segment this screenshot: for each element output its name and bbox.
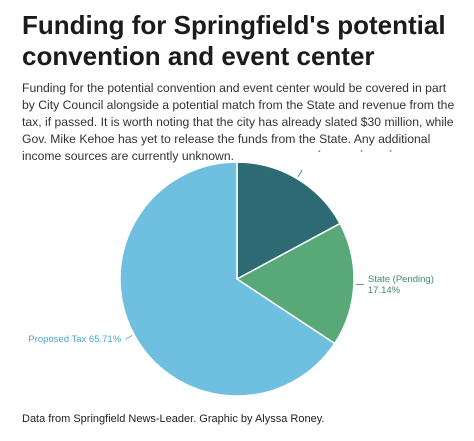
pie-chart: City Council (Slated) 17.14% State (Pendi… [28, 150, 434, 397]
pie-slice-proposed-tax [119, 161, 336, 397]
pie-slice-city-council-slated [236, 161, 342, 281]
slice-label: State (Pending) [368, 274, 434, 285]
pie-slice-state-pending [235, 222, 355, 345]
leader-line [297, 169, 303, 178]
slice-label: City Council (Slated) 17.14% [306, 150, 428, 153]
leader-line [124, 335, 133, 340]
chart-title: Funding for Springfield's potential conv… [22, 10, 446, 71]
source-credit: Data from Springfield News-Leader. Graph… [22, 413, 325, 425]
chart-description: Funding for the potential convention and… [22, 81, 455, 163]
slice-label: 17.14% [368, 285, 401, 296]
slice-label: Proposed Tax 65.71% [28, 334, 121, 345]
